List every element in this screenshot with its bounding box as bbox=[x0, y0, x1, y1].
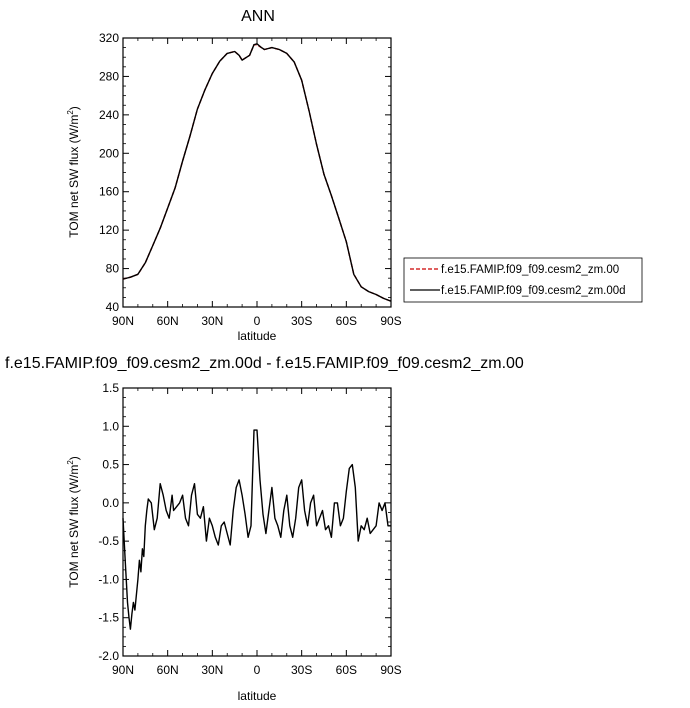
bottom-x-axis-label: latitude bbox=[238, 689, 277, 703]
top-y-tick-label: 120 bbox=[99, 223, 119, 237]
bottom-y-tick-label: 1.0 bbox=[102, 419, 119, 433]
top-y-tick-label: 280 bbox=[99, 69, 119, 83]
top-x-tick-label: 30N bbox=[201, 314, 223, 328]
top-y-axis: 40 80 120 160 200 240 280 320 bbox=[99, 31, 391, 314]
top-plot-frame bbox=[122, 37, 392, 308]
legend: f.e15.FAMIP.f09_f09.cesm2_zm.00 f.e15.FA… bbox=[403, 257, 643, 303]
top-x-tick-label: 30S bbox=[291, 314, 312, 328]
bottom-y-axis: -2.0 -1.5 -1.0 -0.5 0.0 0.5 1.0 1.5 bbox=[98, 381, 391, 663]
top-y-tick-label: 200 bbox=[99, 146, 119, 160]
bottom-panel: f.e15.FAMIP.f09_f09.cesm2_zm.00d - f.e15… bbox=[5, 355, 524, 703]
top-series-2-line bbox=[122, 43, 392, 302]
legend-box bbox=[403, 257, 643, 303]
bottom-x-tick-label: 30S bbox=[291, 663, 312, 677]
bottom-y-tick-label: 0.5 bbox=[102, 458, 119, 472]
top-plot-area bbox=[122, 43, 392, 302]
bottom-x-axis: 90N 60N 30N 0 30S 60S 90S bbox=[112, 388, 402, 677]
top-y-axis-label: TOM net SW flux (W/m2) bbox=[66, 106, 81, 238]
top-x-tick-label: 90N bbox=[112, 314, 134, 328]
bottom-y-tick-label: -0.5 bbox=[98, 534, 119, 548]
bottom-y-tick-label: -1.0 bbox=[98, 572, 119, 586]
bottom-x-tick-label: 30N bbox=[201, 663, 223, 677]
bottom-y-tick-label: 0.0 bbox=[102, 496, 119, 510]
bottom-plot-area bbox=[122, 429, 391, 630]
bottom-x-tick-label: 90S bbox=[380, 663, 401, 677]
bottom-series-1-line bbox=[122, 429, 391, 630]
bottom-chart-title: f.e15.FAMIP.f09_f09.cesm2_zm.00d - f.e15… bbox=[5, 355, 524, 372]
top-panel: ANN 40 80 120 160 200 240 280 320 90N 60N 30N 0 30S… bbox=[66, 8, 402, 343]
bottom-plot-frame bbox=[122, 387, 392, 657]
top-y-tick-label: 40 bbox=[106, 300, 120, 314]
top-x-tick-label: 60N bbox=[157, 314, 179, 328]
bottom-x-tick-label: 60S bbox=[336, 663, 357, 677]
top-y-tick-label: 160 bbox=[99, 185, 119, 199]
legend-label-series-1: f.e15.FAMIP.f09_f09.cesm2_zm.00 bbox=[441, 264, 619, 276]
bottom-y-tick-label: 1.5 bbox=[102, 381, 119, 395]
bottom-y-axis-label: TOM net SW flux (W/m2) bbox=[66, 456, 81, 588]
top-x-axis: 90N 60N 30N 0 30S 60S 90S latitude bbox=[112, 38, 402, 343]
top-x-tick-label: 0 bbox=[254, 314, 261, 328]
bottom-x-tick-label: 90N bbox=[112, 663, 134, 677]
bottom-x-tick-label: 0 bbox=[254, 663, 261, 677]
top-y-tick-label: 320 bbox=[99, 31, 119, 45]
top-x-tick-label: 60S bbox=[336, 314, 357, 328]
top-y-tick-label: 80 bbox=[106, 262, 120, 276]
top-x-axis-label: latitude bbox=[238, 329, 277, 343]
bottom-x-tick-label: 60N bbox=[157, 663, 179, 677]
bottom-y-tick-label: -1.5 bbox=[98, 611, 119, 625]
top-x-tick-label: 90S bbox=[380, 314, 401, 328]
bottom-y-tick-label: -2.0 bbox=[98, 649, 119, 663]
legend-label-series-2: f.e15.FAMIP.f09_f09.cesm2_zm.00d bbox=[441, 285, 626, 297]
top-chart-title: ANN bbox=[241, 8, 275, 25]
top-y-tick-label: 240 bbox=[99, 108, 119, 122]
